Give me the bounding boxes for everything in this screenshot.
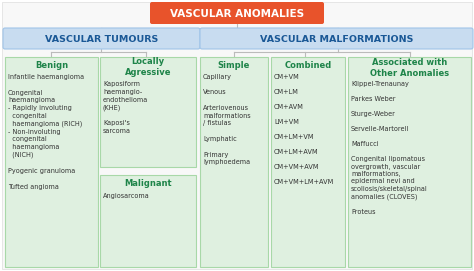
Text: VASCULAR TUMOURS: VASCULAR TUMOURS — [45, 35, 158, 44]
Text: Infantile haemangioma

Congenital
haemangioma
- Rapidly involuting
  congenital
: Infantile haemangioma Congenital haemang… — [8, 74, 84, 189]
FancyBboxPatch shape — [150, 2, 324, 24]
Text: Combined: Combined — [284, 60, 332, 69]
Bar — [100, 57, 196, 167]
Text: Angiosarcoma: Angiosarcoma — [103, 193, 150, 199]
Text: Simple: Simple — [218, 60, 250, 69]
Text: Benign: Benign — [35, 60, 68, 69]
Text: Malignant: Malignant — [124, 179, 172, 189]
Bar — [100, 175, 196, 267]
Bar — [271, 57, 345, 267]
FancyBboxPatch shape — [3, 28, 200, 49]
Text: Kaposiform
haemangio-
endothelioma
(KHE)

Kaposi's
sarcoma: Kaposiform haemangio- endothelioma (KHE)… — [103, 81, 148, 134]
Text: CM+VM

CM+LM

CM+AVM

LM+VM

CM+LM+VM

CM+LM+AVM

CM+VM+AVM

CM+VM+LM+AVM: CM+VM CM+LM CM+AVM LM+VM CM+LM+VM CM+LM+… — [274, 74, 334, 185]
Bar — [5, 57, 98, 267]
FancyBboxPatch shape — [200, 28, 473, 49]
Bar — [348, 57, 471, 267]
Text: Locally
Agressive: Locally Agressive — [125, 57, 171, 77]
Text: VASCULAR ANOMALIES: VASCULAR ANOMALIES — [170, 9, 304, 19]
Text: Associated with
Other Anomalies: Associated with Other Anomalies — [370, 58, 449, 78]
Text: VASCULAR MALFORMATIONS: VASCULAR MALFORMATIONS — [260, 35, 413, 44]
Text: Klippel-Trenaunay

Parkes Weber

Sturge-Weber

Servelle-Martorell

Maffucci

Con: Klippel-Trenaunay Parkes Weber Sturge-We… — [351, 81, 428, 215]
Bar — [200, 57, 268, 267]
Text: Capillary

Venous

Arteriovenous
malformations
/ fistulas

Lymphatic

Primary
ly: Capillary Venous Arteriovenous malformat… — [203, 74, 251, 165]
